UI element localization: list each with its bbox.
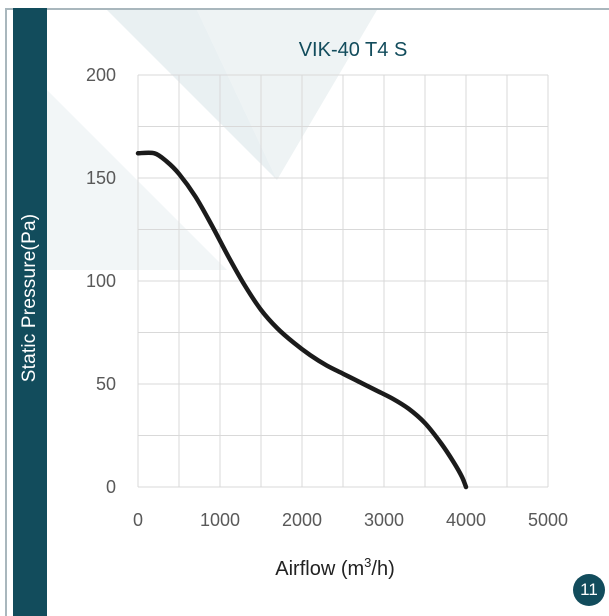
y-tick-label: 100 bbox=[86, 271, 116, 291]
x-tick-label: 4000 bbox=[446, 510, 486, 530]
x-tick-label: 5000 bbox=[528, 510, 568, 530]
x-tick-label: 0 bbox=[133, 510, 143, 530]
x-axis-label-unit: /h) bbox=[371, 557, 395, 580]
series-line bbox=[135, 150, 469, 490]
y-tick-label: 150 bbox=[86, 168, 116, 188]
chart-title: VIK-40 T4 S bbox=[299, 39, 408, 61]
y-tick-label: 200 bbox=[86, 65, 116, 85]
x-axis-label: Airflow (m3/h) bbox=[275, 555, 394, 581]
y-tick-label: 0 bbox=[106, 477, 116, 497]
page-number-badge: 11 bbox=[573, 574, 605, 606]
x-axis-label-text: Airflow (m bbox=[275, 557, 365, 580]
x-tick-label: 2000 bbox=[282, 510, 322, 530]
x-tick-label: 3000 bbox=[364, 510, 404, 530]
x-axis-label-superscript: 3 bbox=[364, 555, 372, 571]
side-bar bbox=[13, 8, 47, 616]
x-tick-label: 1000 bbox=[200, 510, 240, 530]
y-tick-label: 50 bbox=[96, 374, 116, 394]
